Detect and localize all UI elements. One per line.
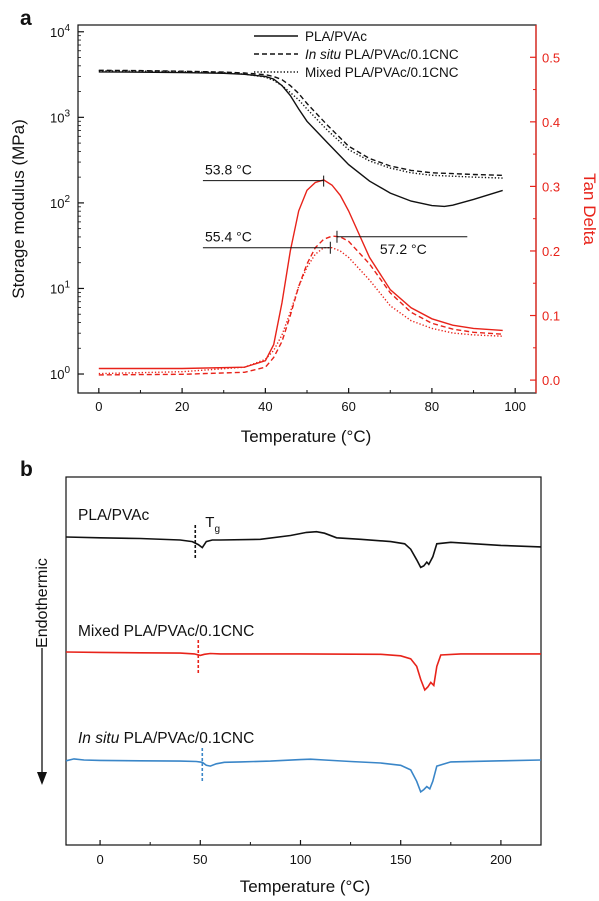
x-axis-b: 0 50 100 150 200 (96, 840, 512, 867)
dsc-curve-0 (65, 530, 542, 569)
annotation-text-57-2: 57.2 °C (380, 241, 427, 257)
modulus-line-dashed (98, 69, 503, 176)
x-tick-label-a: 100 (504, 399, 526, 414)
y-tick-exponent-a: 1 (64, 279, 70, 290)
series-labels-b: PLA/PVAc Mixed PLA/PVAc/0.1CNC In situ PLA… (78, 507, 254, 747)
plot-frame-b (65, 476, 542, 846)
legend-label: In situ PLA/PVAc/0.1CNC (305, 47, 459, 62)
x-tick-label-b: 200 (490, 852, 512, 867)
y2-tick-label-a: 0.1 (542, 309, 560, 324)
tan-delta-line-dashed (98, 235, 503, 376)
legend-label-rest: PLA/PVAc/0.1CNC (341, 47, 459, 62)
y-axis-label-b: Endothermic (34, 558, 51, 648)
x-axis-a: 0 20 40 60 80 100 (95, 388, 526, 414)
modulus-line-dotted (98, 70, 503, 179)
panel-label-b: b (20, 458, 33, 481)
x-tick-label-a: 40 (258, 399, 272, 414)
y2-tick-label-a: 0.2 (542, 244, 560, 259)
y-tick-label-a: 102 (50, 194, 70, 211)
y-axis-label-a: Storage modulus (MPa) (9, 119, 28, 299)
y-tick-exponent-a: 3 (64, 108, 70, 119)
x-tick-label-a: 20 (175, 399, 189, 414)
legend-a: PLA/PVAc In situ PLA/PVAc/0.1CNC Mixed PLA… (254, 29, 459, 80)
x-tick-label-a: 80 (425, 399, 439, 414)
tg-label: Tg (205, 514, 220, 535)
tan-delta-line-solid (98, 179, 503, 370)
x-tick-label-a: 0 (95, 399, 102, 414)
y-tick-exponent-a: 0 (64, 365, 70, 376)
x-tick-label-b: 100 (290, 852, 312, 867)
y-tick-label-a: 104 (50, 23, 70, 40)
y2-tick-label-a: 0.4 (542, 115, 560, 130)
plot-area-a (98, 69, 503, 376)
y2-tick-label-a: 0.3 (542, 179, 560, 194)
annotations-a: 53.8 °C 55.4 °C 57.2 °C (202, 162, 468, 257)
plot-area-b (65, 525, 542, 794)
legend-label: PLA/PVAc (305, 29, 367, 44)
annotation-text-53-8: 53.8 °C (205, 162, 252, 178)
dsc-curve-1 (65, 651, 541, 692)
y-axis-right-a: 0.0 0.1 0.2 0.3 0.4 0.5 (530, 25, 560, 393)
x-tick-label-b: 150 (390, 852, 412, 867)
legend-label: Mixed PLA/PVAc/0.1CNC (305, 65, 459, 80)
tg-subscript: g (214, 524, 220, 535)
series-label-b: PLA/PVAc (78, 507, 149, 524)
endothermic-arrow-head (37, 772, 47, 785)
plot-frame-a (77, 24, 537, 394)
modulus-line-solid (98, 71, 503, 208)
y-tick-label-a: 103 (50, 108, 70, 125)
annotation-text-55-4: 55.4 °C (205, 229, 252, 245)
y-tick-exponent-a: 4 (64, 23, 70, 34)
y2-axis-label-a: Tan Delta (580, 173, 599, 245)
y-tick-label-a: 101 (50, 279, 70, 296)
x-tick-label-b: 0 (96, 852, 103, 867)
x-axis-label-a: Temperature (°C) (241, 427, 372, 446)
dsc-curve-2 (65, 758, 542, 794)
y-tick-label-a: 100 (50, 365, 70, 382)
series-label-rest: PLA/PVAc/0.1CNC (119, 730, 254, 747)
series-label-italic: In situ (78, 730, 120, 747)
y2-tick-label-a: 0.5 (542, 50, 560, 65)
x-tick-label-a: 60 (341, 399, 355, 414)
y2-tick-label-a: 0.0 (542, 373, 560, 388)
panel-label-a: a (20, 7, 32, 30)
x-axis-label-b: Temperature (°C) (240, 877, 371, 896)
series-label-b: Mixed PLA/PVAc/0.1CNC (78, 623, 254, 640)
tan-delta-line-dotted (98, 247, 503, 375)
legend-label-italic: In situ (305, 47, 342, 62)
x-tick-label-b: 50 (193, 852, 207, 867)
y-tick-exponent-a: 2 (64, 194, 70, 205)
series-label-b: In situ PLA/PVAc/0.1CNC (78, 730, 254, 747)
